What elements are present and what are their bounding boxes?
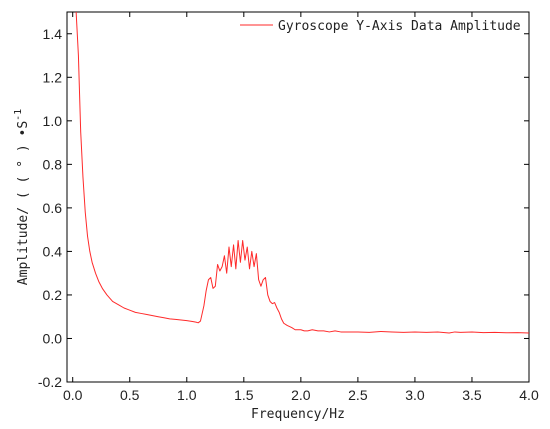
- y-axis-ticks: -0.2 0.0 0.2 0.4 0.6 0.8 1.0 1.2 1.4: [38, 26, 529, 390]
- x-tick-label: 0.0: [63, 387, 83, 403]
- x-tick-label: 2.5: [348, 387, 368, 403]
- x-tick-label: 1.5: [234, 387, 254, 403]
- y-tick-label: 0.2: [43, 287, 63, 303]
- plot-frame: [66, 11, 530, 383]
- y-tick-label: 0.4: [43, 243, 63, 259]
- x-tick-label: 4.0: [519, 387, 539, 403]
- x-tick-label: 3.5: [462, 387, 482, 403]
- x-tick-label: 2.0: [291, 387, 311, 403]
- y-axis-label: Amplitude/ ( ( ° ) •S-1: [13, 109, 31, 285]
- y-tick-label: 0.0: [43, 330, 63, 346]
- y-axis-label-main: Amplitude/ ( ( ° ) •S: [16, 121, 31, 285]
- y-tick-label: -0.2: [38, 374, 62, 390]
- x-tick-label: 0.5: [120, 387, 140, 403]
- x-axis-ticks: 0.0 0.5 1.0 1.5 2.0 2.5 3.0 3.5 4.0: [63, 12, 539, 403]
- y-tick-label: 1.2: [43, 69, 63, 85]
- x-tick-label: 3.0: [405, 387, 425, 403]
- y-tick-label: 0.8: [43, 156, 63, 172]
- y-tick-label: 0.6: [43, 200, 63, 216]
- y-axis-label-superscript: -1: [13, 109, 24, 121]
- x-axis-label: Frequency/Hz: [251, 407, 345, 422]
- legend-label: Gyroscope Y-Axis Data Amplitude: [278, 19, 521, 34]
- y-tick-label: 1.4: [43, 26, 63, 42]
- y-tick-label: 1.0: [43, 113, 63, 129]
- x-tick-label: 1.0: [177, 387, 197, 403]
- series-line-gyroscope-y-axis: [75, 11, 530, 334]
- legend: Gyroscope Y-Axis Data Amplitude: [240, 19, 521, 34]
